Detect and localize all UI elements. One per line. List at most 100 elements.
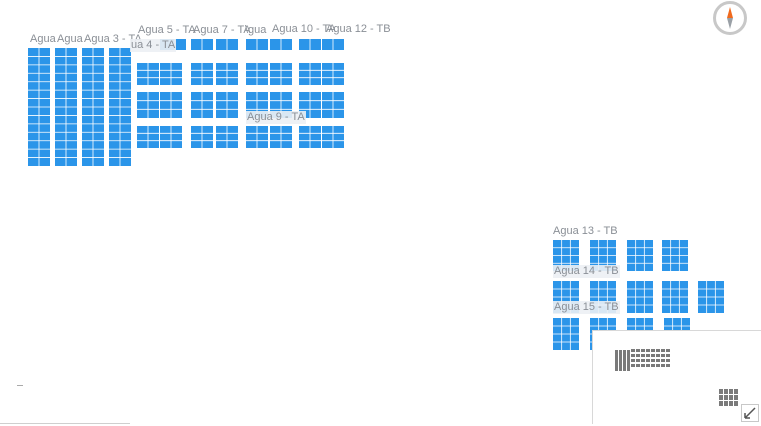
overview-panel bbox=[729, 389, 733, 394]
array-label-agua-10: Agua 10 - TA bbox=[272, 23, 336, 35]
solar-panel-block[interactable] bbox=[160, 92, 182, 118]
solar-panel-block[interactable] bbox=[191, 39, 213, 50]
compass-south-needle bbox=[727, 18, 733, 29]
overview-panel bbox=[661, 359, 665, 362]
overview-panel bbox=[724, 389, 728, 394]
solar-panel-column[interactable] bbox=[82, 48, 104, 166]
overview-panel bbox=[631, 364, 635, 367]
overview-panel bbox=[636, 354, 640, 357]
solar-panel-block[interactable] bbox=[216, 39, 238, 50]
overview-canvas bbox=[615, 349, 738, 406]
solar-panel-block[interactable] bbox=[270, 63, 292, 85]
solar-panel-block[interactable] bbox=[322, 126, 344, 148]
solar-panel-block[interactable] bbox=[160, 63, 182, 85]
array-label-agua-5: Agua 5 - TA bbox=[138, 24, 196, 36]
overview-panel bbox=[646, 364, 650, 367]
overview-panel bbox=[666, 354, 670, 357]
solar-panel-block[interactable] bbox=[627, 240, 653, 271]
array-label-agua-9: Agua 9 - TA bbox=[246, 111, 306, 124]
overview-panel bbox=[646, 354, 650, 357]
overview-toggle-button[interactable] bbox=[741, 404, 759, 422]
overview-panel bbox=[631, 359, 635, 362]
solar-panel-block[interactable] bbox=[299, 39, 321, 50]
overview-panel bbox=[661, 364, 665, 367]
overview-panel bbox=[719, 395, 723, 400]
solar-panel-block[interactable] bbox=[662, 240, 688, 271]
array-label-agua-2: Agua bbox=[57, 33, 83, 45]
solar-panel-block[interactable] bbox=[137, 126, 159, 148]
solar-panel-block[interactable] bbox=[270, 39, 292, 50]
solar-panel-column[interactable] bbox=[55, 48, 77, 166]
overview-panel bbox=[734, 389, 738, 394]
overview-panel bbox=[724, 401, 728, 406]
array-label-agua-15: Agua 15 - TB bbox=[553, 301, 620, 314]
overview-panel bbox=[631, 349, 635, 352]
scale-mark bbox=[17, 385, 23, 386]
overview-panel bbox=[651, 349, 655, 352]
overview-panel bbox=[641, 354, 645, 357]
overview-panel bbox=[641, 364, 645, 367]
solar-panel-block[interactable] bbox=[322, 92, 344, 118]
overview-panel bbox=[636, 364, 640, 367]
overview-panel bbox=[656, 349, 660, 352]
solar-panel-block[interactable] bbox=[698, 281, 724, 313]
solar-panel-block[interactable] bbox=[137, 92, 159, 118]
solar-panel-column[interactable] bbox=[109, 48, 131, 166]
solar-panel-block[interactable] bbox=[160, 126, 182, 148]
overview-panel bbox=[666, 359, 670, 362]
overview-panel bbox=[666, 349, 670, 352]
overview-panel bbox=[641, 359, 645, 362]
overview-panel bbox=[636, 349, 640, 352]
overview-panel bbox=[631, 354, 635, 357]
array-label-agua-7: Agua 7 - TA bbox=[193, 24, 251, 36]
array-label-agua-14: Agua 14 - TB bbox=[553, 265, 620, 278]
overview-panel bbox=[734, 395, 738, 400]
overview-panel bbox=[729, 395, 733, 400]
overview-panel bbox=[646, 359, 650, 362]
overview-panel bbox=[656, 364, 660, 367]
solar-panel-block[interactable] bbox=[191, 63, 213, 85]
overview-panel bbox=[719, 401, 723, 406]
compass-button[interactable] bbox=[713, 1, 747, 35]
solar-panel-block[interactable] bbox=[216, 92, 238, 118]
overview-panel bbox=[729, 401, 733, 406]
overview-panel bbox=[666, 364, 670, 367]
solar-panel-block[interactable] bbox=[246, 39, 268, 50]
solar-panel-block[interactable] bbox=[191, 126, 213, 148]
solar-panel-block[interactable] bbox=[553, 318, 579, 350]
overview-panel bbox=[651, 359, 655, 362]
solar-panel-block[interactable] bbox=[270, 126, 292, 148]
solar-panel-column[interactable] bbox=[28, 48, 50, 166]
overview-panel bbox=[636, 359, 640, 362]
array-label-agua-4: ua 4 - TA bbox=[130, 39, 177, 52]
expand-overview-icon bbox=[744, 407, 756, 419]
solar-panel-block[interactable] bbox=[662, 281, 688, 313]
solar-panel-block[interactable] bbox=[299, 63, 321, 85]
array-label-agua-1: Agua bbox=[30, 33, 56, 45]
array-label-agua-13: Agua 13 - TB bbox=[553, 225, 618, 237]
solar-panel-block[interactable] bbox=[322, 39, 344, 50]
solar-panel-block[interactable] bbox=[322, 63, 344, 85]
overview-panel bbox=[656, 359, 660, 362]
overview-panel bbox=[651, 354, 655, 357]
solar-panel-block[interactable] bbox=[191, 92, 213, 118]
compass-north-needle bbox=[727, 7, 733, 18]
overview-panel bbox=[641, 349, 645, 352]
solar-panel-block[interactable] bbox=[627, 281, 653, 313]
overview-panel bbox=[656, 354, 660, 357]
solar-panel-block[interactable] bbox=[299, 126, 321, 148]
overview-panel bbox=[724, 395, 728, 400]
overview-panel bbox=[661, 349, 665, 352]
overview-panel bbox=[615, 350, 618, 371]
overview-panel bbox=[627, 350, 630, 371]
overview-map[interactable] bbox=[592, 330, 761, 424]
overview-panel bbox=[719, 389, 723, 394]
compass-icon bbox=[727, 7, 733, 29]
solar-panel-block[interactable] bbox=[246, 63, 268, 85]
overview-panel bbox=[619, 350, 622, 371]
solar-panel-block[interactable] bbox=[216, 126, 238, 148]
solar-panel-block[interactable] bbox=[246, 126, 268, 148]
solar-panel-block[interactable] bbox=[137, 63, 159, 85]
solar-panel-block[interactable] bbox=[216, 63, 238, 85]
overview-panel bbox=[651, 364, 655, 367]
